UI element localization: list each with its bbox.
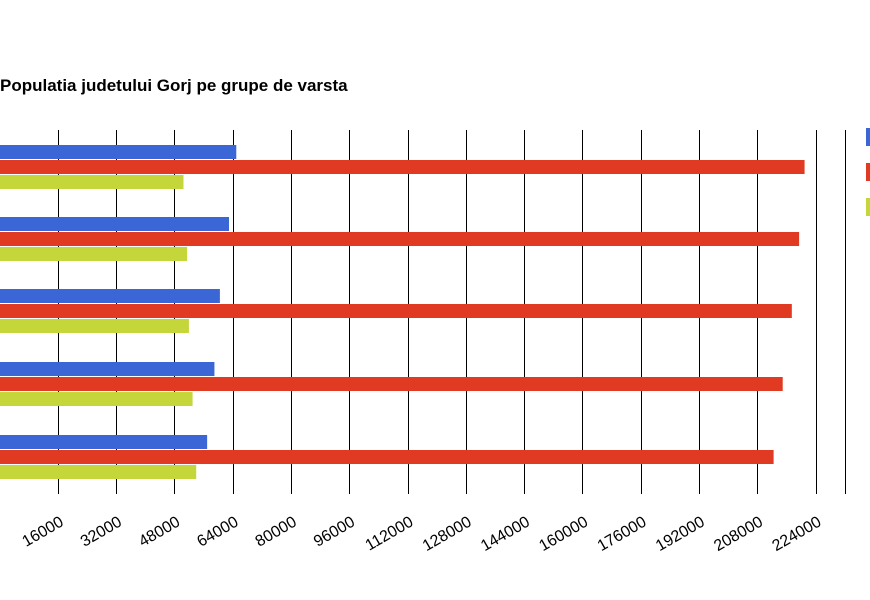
bar-series1-group1 <box>0 145 237 159</box>
x-tick-label-5: 96000 <box>311 514 358 551</box>
legend-swatch-2 <box>866 163 870 181</box>
legend-swatch-3 <box>866 198 870 216</box>
bar-series2-group2 <box>0 232 800 246</box>
x-tick-label-1: 32000 <box>78 514 125 551</box>
bar-series3-group1 <box>0 175 184 189</box>
x-tick-label-10: 176000 <box>595 514 650 555</box>
x-tick-label-0: 16000 <box>20 514 67 551</box>
legend-swatch-1 <box>866 128 870 146</box>
bar-series1-group5 <box>0 435 208 449</box>
bar-series1-group2 <box>0 217 229 231</box>
bar-series2-group4 <box>0 377 783 391</box>
bar-series3-group5 <box>0 465 197 479</box>
x-tick-label-3: 64000 <box>194 514 241 551</box>
bar-series2-group1 <box>0 160 805 174</box>
x-tick-label-7: 128000 <box>420 514 475 555</box>
x-tick-label-11: 192000 <box>653 514 708 555</box>
x-tick-label-2: 48000 <box>136 514 183 551</box>
bar-series2-group5 <box>0 450 774 464</box>
bar-series1-group4 <box>0 362 215 376</box>
x-tick-label-6: 112000 <box>363 514 417 555</box>
x-tick-label-12: 208000 <box>711 514 766 555</box>
bar-series3-group4 <box>0 392 193 406</box>
bar-series1-group3 <box>0 289 220 303</box>
bar-series2-group3 <box>0 304 792 318</box>
x-tick-label-9: 160000 <box>536 514 591 555</box>
x-tick-label-8: 144000 <box>478 514 533 555</box>
bar-series3-group2 <box>0 247 188 261</box>
chart-title: Populatia judetului Gorj pe grupe de var… <box>0 76 348 95</box>
x-tick-label-13: 224000 <box>770 514 825 555</box>
x-tick-label-4: 80000 <box>253 514 300 551</box>
bar-series3-group3 <box>0 319 189 333</box>
